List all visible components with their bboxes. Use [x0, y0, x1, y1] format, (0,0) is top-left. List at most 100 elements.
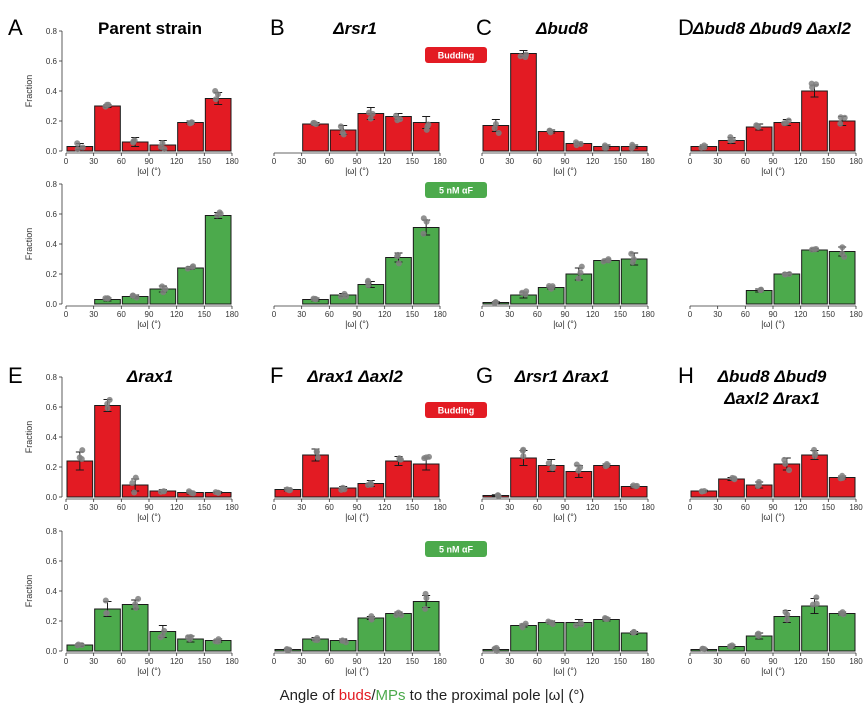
x-tick-label: 180 — [433, 657, 447, 666]
x-tick-label: 150 — [822, 310, 836, 319]
replicate-dot — [837, 120, 844, 127]
x-tick-label: 0 — [272, 503, 277, 512]
replicate-dot — [837, 114, 844, 121]
replicate-dot — [781, 456, 788, 463]
panel-title-c: Δbud8 — [535, 19, 589, 38]
badge-mp-top-label: 5 nM αF — [439, 186, 474, 196]
bar — [565, 622, 593, 652]
bar — [537, 622, 565, 652]
x-tick-label: 0 — [480, 310, 485, 319]
x-tick-label: 0 — [64, 157, 69, 166]
bottom-label-slash: / — [371, 687, 376, 704]
replicate-dot — [517, 53, 524, 60]
x-tick-label: 120 — [378, 503, 392, 512]
x-tick-label: 150 — [406, 157, 420, 166]
x-tick-label: 60 — [533, 310, 542, 319]
replicate-dot — [341, 486, 348, 493]
replicate-dot — [397, 456, 404, 463]
chart-h-budding: 0 30 60 90 120 150 180 |ω| (°) — [688, 446, 863, 522]
x-tick-label: 180 — [433, 157, 447, 166]
replicate-dot — [727, 643, 734, 650]
replicate-dot — [104, 101, 111, 108]
chart-d-mp: 0 30 60 90 120 150 180 |ω| (°) — [688, 244, 863, 329]
bar — [718, 478, 745, 498]
x-tick-label: 150 — [614, 310, 628, 319]
badge-mp-top: 5 nM αF — [425, 182, 487, 198]
x-tick-label: 150 — [614, 503, 628, 512]
y-tick-label: 0.0 — [46, 147, 58, 156]
x-tick-label: 120 — [378, 310, 392, 319]
replicate-dot — [577, 619, 584, 626]
replicate-dot — [629, 143, 636, 150]
x-tick-label: 90 — [353, 657, 362, 666]
replicate-dot — [364, 278, 371, 285]
chart-d-budding: 0 30 60 90 120 150 180 |ω| (°) — [688, 80, 863, 176]
chart-b-mp: 0 30 60 90 120 150 180 |ω| (°) — [272, 215, 447, 329]
x-axis-label: |ω| (°) — [137, 666, 161, 676]
y-tick-label: 0.6 — [46, 403, 58, 412]
badge-mp-bottom: 5 nM αF — [425, 541, 487, 557]
x-tick-label: 90 — [561, 310, 570, 319]
bar — [745, 126, 773, 152]
replicate-dot — [190, 490, 197, 497]
x-tick-label: 180 — [849, 657, 863, 666]
panel-title-h: Δbud8 Δbud9 — [717, 367, 827, 386]
panel-letter-h: H — [678, 363, 694, 388]
x-tick-label: 60 — [741, 657, 750, 666]
x-tick-label: 60 — [117, 310, 126, 319]
replicate-dot — [837, 475, 844, 482]
replicate-dot — [577, 141, 584, 148]
panel-title2-h: Δaxl2 Δrax1 — [723, 389, 820, 408]
replicate-dot — [731, 476, 738, 483]
x-tick-label: 0 — [688, 657, 693, 666]
replicate-dot — [188, 119, 195, 126]
chart-c-budding: 0 30 60 90 120 150 180 |ω| (°) — [480, 50, 655, 176]
replicate-dot — [784, 611, 791, 618]
replicate-dot — [132, 604, 139, 611]
panel-title-d: Δbud8 Δbud9 Δaxl2 — [692, 19, 852, 38]
replicate-dot — [813, 81, 820, 88]
x-tick-label: 120 — [794, 310, 808, 319]
bar — [801, 249, 828, 305]
x-axis-label: |ω| (°) — [761, 512, 785, 522]
y-axis-label: Fraction — [24, 575, 34, 608]
replicate-dot — [369, 110, 376, 117]
replicate-dot — [546, 282, 553, 289]
replicate-dot — [311, 119, 318, 126]
chart-h-mp: 0 30 60 90 120 150 180 |ω| (°) — [688, 594, 863, 676]
bottom-label-mps: MPs — [376, 687, 406, 704]
replicate-dot — [601, 144, 608, 151]
x-tick-label: 120 — [170, 157, 184, 166]
replicate-dot — [102, 295, 109, 302]
replicate-dot — [131, 489, 138, 496]
x-tick-label: 30 — [713, 503, 722, 512]
replicate-dot — [283, 646, 290, 653]
bar — [593, 619, 620, 652]
panel-title-g: Δrsr1 Δrax1 — [514, 367, 610, 386]
replicate-dot — [839, 250, 846, 257]
y-axis-label: Fraction — [24, 75, 34, 108]
replicate-dot — [422, 605, 429, 612]
x-tick-label: 90 — [769, 657, 778, 666]
replicate-dot — [519, 622, 526, 629]
replicate-dot — [102, 597, 109, 604]
replicate-dot — [578, 263, 585, 270]
x-tick-label: 60 — [325, 503, 334, 512]
replicate-dot — [755, 124, 762, 131]
replicate-dot — [784, 616, 791, 623]
replicate-dot — [491, 300, 498, 307]
replicate-dot — [187, 633, 194, 640]
badge-mp-top-bg — [425, 182, 487, 198]
replicate-dot — [548, 619, 555, 626]
panel-letter-d: D — [678, 15, 694, 40]
replicate-dot — [312, 295, 319, 302]
x-tick-label: 90 — [353, 503, 362, 512]
replicate-dot — [79, 447, 86, 454]
x-tick-label: 150 — [822, 503, 836, 512]
panel-letter-g: G — [476, 363, 493, 388]
x-tick-label: 60 — [533, 657, 542, 666]
y-tick-label: 0.2 — [46, 117, 58, 126]
x-tick-label: 0 — [272, 310, 277, 319]
bar — [773, 122, 801, 152]
y-tick-label: 0.4 — [46, 87, 58, 96]
